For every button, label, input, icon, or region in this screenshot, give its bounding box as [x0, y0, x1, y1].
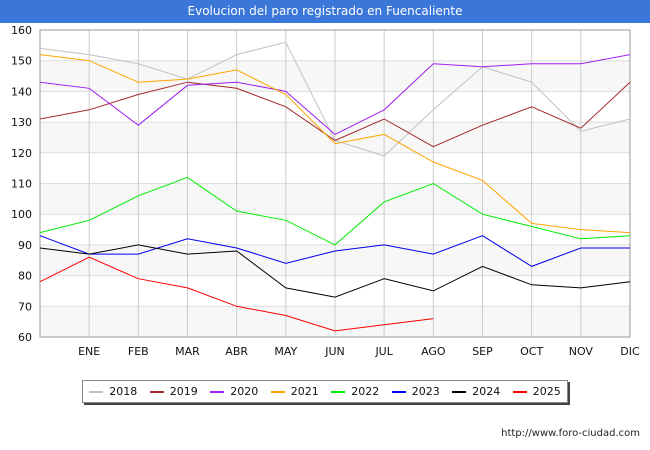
chart-title: Evolucion del paro registrado en Fuencal… [0, 0, 650, 23]
legend-swatch [512, 390, 527, 393]
y-tick-label: 110 [11, 178, 32, 191]
x-tick-label: NOV [569, 345, 594, 358]
x-tick-label: OCT [520, 345, 543, 358]
series-line-2025 [39, 256, 434, 332]
legend-label: 2018 [109, 385, 138, 398]
y-axis-ticks: 60 70 80 90 100 110 120 130 140 150 160 [11, 24, 32, 344]
x-tick-label: MAR [175, 345, 200, 358]
x-tick-label: DIC [620, 345, 640, 358]
y-tick-label: 130 [11, 116, 32, 129]
y-tick-label: 150 [11, 55, 32, 68]
legend-item-2022: 2022 [331, 385, 379, 398]
legend-label: 2021 [290, 385, 319, 398]
x-tick-label: JUN [324, 345, 345, 358]
legend-swatch [391, 390, 406, 393]
y-tick-label: 90 [18, 239, 32, 252]
legend-item-2018: 2018 [89, 385, 137, 398]
legend-swatch [210, 390, 225, 393]
legend-label: 2024 [472, 385, 501, 398]
legend-swatch [149, 390, 164, 393]
series-line-2023 [39, 235, 630, 267]
legend-label: 2022 [351, 385, 380, 398]
legend-item-2023: 2023 [391, 385, 440, 398]
legend-swatch [270, 390, 285, 393]
x-tick-label: AGO [421, 345, 446, 358]
legend-swatch [89, 390, 104, 393]
legend-item-2020: 2020 [210, 385, 258, 398]
series-line-2019 [39, 81, 631, 148]
x-tick-label: JUL [374, 345, 393, 358]
legend-label: 2023 [411, 385, 440, 398]
x-tick-label: FEB [128, 345, 149, 358]
y-tick-label: 120 [11, 147, 32, 160]
legend-item-2021: 2021 [270, 385, 319, 398]
series-line-2022 [39, 176, 631, 246]
x-tick-label: ENE [78, 345, 100, 358]
plot-frame [39, 29, 631, 338]
legend-label: 2020 [230, 385, 259, 398]
y-tick-label: 70 [18, 300, 32, 313]
x-tick-label: ABR [225, 345, 248, 358]
legend-item-2019: 2019 [149, 385, 198, 398]
series-line-2024 [39, 244, 631, 298]
legend-swatch [452, 390, 467, 393]
legend: 2018 2019 2020 2021 2022 2023 2024 2025 [82, 380, 568, 403]
legend-item-2025: 2025 [512, 385, 561, 398]
series-lines [39, 41, 631, 332]
y-tick-label: 100 [11, 208, 32, 221]
y-tick-label: 160 [11, 24, 32, 37]
series-line-2020 [39, 54, 631, 135]
legend-swatch [331, 390, 346, 393]
y-tick-label: 60 [18, 331, 32, 344]
series-line-2021 [39, 54, 631, 234]
y-tick-label: 80 [18, 270, 32, 283]
legend-label: 2019 [169, 385, 198, 398]
legend-item-2024: 2024 [452, 385, 500, 398]
x-tick-label: MAY [274, 345, 297, 358]
x-tick-label: SEP [472, 345, 493, 358]
source-url: http://www.foro-ciudad.com [501, 428, 640, 439]
x-axis-ticks: ENE FEB MAR ABR MAY JUN JUL AGO SEP OCT NOV DIC [78, 345, 640, 358]
legend-label: 2025 [532, 385, 561, 398]
y-tick-label: 140 [11, 85, 32, 98]
